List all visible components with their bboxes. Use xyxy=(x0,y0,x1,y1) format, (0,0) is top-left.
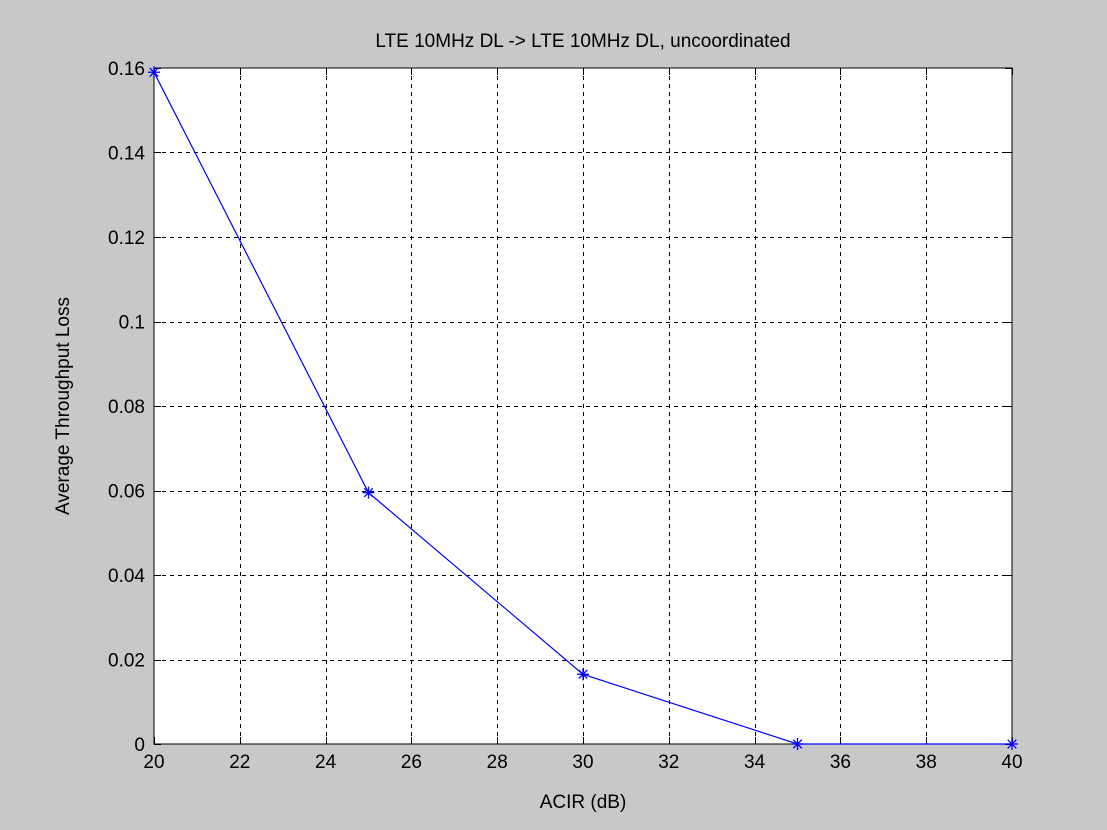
x-tick-label: 34 xyxy=(744,752,766,773)
y-tick-label: 0.16 xyxy=(108,59,145,80)
data-series xyxy=(148,66,1018,750)
data-point-marker xyxy=(362,486,375,499)
data-point-marker xyxy=(148,66,160,79)
y-tick-label: 0.14 xyxy=(108,144,145,165)
data-point-marker xyxy=(577,668,589,681)
y-tick-label: 0.12 xyxy=(108,228,145,249)
grid-lines xyxy=(154,68,1012,744)
y-tick-labels: 0 0.02 0.04 0.06 0.08 0.1 0.12 0.14 0.16 xyxy=(108,59,145,756)
y-tick-label: 0 xyxy=(134,735,145,756)
y-tick-label: 0.02 xyxy=(108,651,145,672)
y-tick-label: 0.08 xyxy=(108,397,145,418)
x-axis-label: ACIR (dB) xyxy=(540,792,627,813)
data-point-marker xyxy=(1006,738,1018,750)
x-tick-label: 24 xyxy=(315,752,337,773)
x-tick-label: 32 xyxy=(658,752,679,773)
x-tick-label: 20 xyxy=(143,752,164,773)
x-tick-label: 30 xyxy=(572,752,593,773)
axes-frame xyxy=(153,67,1013,745)
x-tick-label: 28 xyxy=(487,752,508,773)
y-tick-label: 0.06 xyxy=(108,482,145,503)
x-tick-label: 26 xyxy=(401,752,422,773)
x-tick-label: 40 xyxy=(1001,752,1022,773)
y-tick-label: 0.04 xyxy=(108,566,145,587)
x-tick-label: 38 xyxy=(916,752,937,773)
x-tick-label: 36 xyxy=(830,752,851,773)
x-tick-labels: 20 22 24 26 28 30 32 34 36 38 40 xyxy=(143,752,1022,773)
data-point-marker xyxy=(791,738,804,750)
x-tick-label: 22 xyxy=(229,752,250,773)
y-axis-label: Average Throughput Loss xyxy=(53,297,74,515)
chart-title: LTE 10MHz DL -> LTE 10MHz DL, uncoordina… xyxy=(375,31,790,52)
y-tick-label: 0.1 xyxy=(119,313,145,334)
